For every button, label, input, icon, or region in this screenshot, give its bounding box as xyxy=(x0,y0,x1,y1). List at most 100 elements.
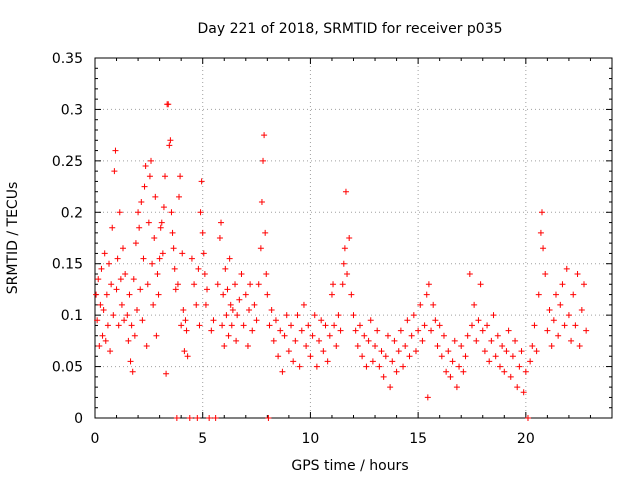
data-point xyxy=(129,368,136,375)
data-point xyxy=(499,343,506,349)
data-point xyxy=(141,183,148,190)
data-point xyxy=(533,348,540,355)
data-point xyxy=(397,327,404,334)
data-point xyxy=(197,209,204,216)
data-point xyxy=(266,322,273,329)
data-point xyxy=(436,322,443,329)
data-point xyxy=(361,332,368,339)
data-point xyxy=(583,327,590,334)
data-point xyxy=(367,317,374,324)
data-point xyxy=(288,322,295,329)
data-point xyxy=(109,224,116,231)
data-point xyxy=(520,389,527,396)
data-point xyxy=(198,178,205,185)
data-point xyxy=(227,301,234,308)
data-point xyxy=(311,312,318,319)
data-point xyxy=(531,322,538,329)
data-point xyxy=(153,332,160,339)
data-point xyxy=(110,312,117,319)
data-point xyxy=(512,337,519,344)
x-tick-label: 5 xyxy=(198,431,207,447)
data-point xyxy=(557,301,564,308)
data-point xyxy=(253,317,260,324)
data-point xyxy=(148,157,155,164)
data-point xyxy=(374,327,381,334)
data-point xyxy=(144,281,151,288)
x-tick-label: 10 xyxy=(302,431,320,447)
data-point xyxy=(294,312,301,319)
data-point xyxy=(93,291,100,298)
data-point xyxy=(359,353,366,360)
data-point xyxy=(199,229,206,236)
data-point xyxy=(445,348,452,355)
data-point xyxy=(322,322,329,329)
y-axis-tick-labels: 0 0.05 0.1 0.15 0.2 0.25 0.3 0.35 xyxy=(52,51,83,427)
data-point xyxy=(296,363,303,370)
y-axis-label: SRMTID / TECUs xyxy=(5,182,21,295)
data-point xyxy=(305,322,312,329)
data-point xyxy=(320,348,327,355)
data-point xyxy=(496,363,503,370)
data-point xyxy=(363,363,370,370)
data-point xyxy=(165,101,172,108)
data-point xyxy=(201,271,208,277)
data-point xyxy=(120,245,127,252)
data-point xyxy=(96,343,103,349)
data-point xyxy=(552,291,559,298)
data-point xyxy=(417,301,424,308)
data-point xyxy=(309,332,316,339)
data-point xyxy=(473,337,480,344)
data-point xyxy=(365,337,372,344)
data-point xyxy=(503,348,510,355)
data-point xyxy=(106,260,113,267)
data-point xyxy=(546,307,553,313)
data-point xyxy=(145,219,152,226)
data-point xyxy=(408,332,415,339)
data-point xyxy=(501,368,508,375)
data-point xyxy=(458,343,465,349)
data-point xyxy=(419,337,426,344)
data-point xyxy=(440,332,447,339)
data-point xyxy=(354,343,361,349)
chart-title: Day 221 of 2018, SRMTID for receiver p03… xyxy=(197,21,502,37)
data-point xyxy=(275,353,282,360)
data-point xyxy=(98,265,105,272)
data-point xyxy=(104,322,111,329)
data-point xyxy=(382,353,389,360)
data-point xyxy=(136,224,143,231)
y-tick-label: 0.2 xyxy=(61,205,83,221)
data-point xyxy=(134,307,141,313)
data-point xyxy=(111,168,118,175)
data-point xyxy=(505,327,512,334)
data-point xyxy=(113,286,120,293)
data-point xyxy=(537,229,544,236)
x-axis-tick-labels: 0 5 10 15 20 xyxy=(91,431,535,447)
data-point xyxy=(369,358,376,365)
data-point xyxy=(352,327,359,334)
data-point xyxy=(466,271,473,277)
data-point xyxy=(542,271,549,277)
data-point xyxy=(391,337,398,344)
data-point xyxy=(285,348,292,355)
y-tick-label: 0.3 xyxy=(61,102,83,118)
data-point xyxy=(406,353,413,360)
data-point xyxy=(428,327,435,334)
data-point xyxy=(490,312,497,319)
data-point xyxy=(143,343,150,349)
data-point xyxy=(540,245,547,252)
data-point xyxy=(188,255,195,262)
data-point xyxy=(430,301,437,308)
data-point xyxy=(462,353,469,360)
data-point xyxy=(150,301,157,308)
x-tick-label: 20 xyxy=(517,431,535,447)
data-point xyxy=(100,307,107,313)
data-point xyxy=(423,291,430,298)
data-point xyxy=(216,235,223,241)
data-point xyxy=(292,337,299,344)
data-point xyxy=(261,132,268,139)
data-point xyxy=(221,343,228,349)
data-point xyxy=(509,353,516,360)
data-point xyxy=(233,337,240,344)
data-point xyxy=(456,363,463,370)
